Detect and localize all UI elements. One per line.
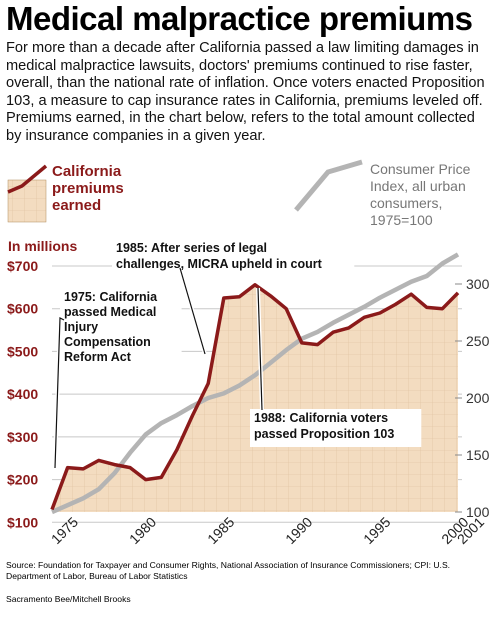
annotation-leader-1985 (179, 267, 206, 355)
legend-premiums: California premiums earned (7, 163, 124, 223)
y-right-tick-4: 300 (466, 276, 490, 292)
legend-premiums-label-2: premiums (52, 180, 124, 197)
annotation-box-1988 (250, 409, 422, 447)
y-left-tick-0: $100 (7, 514, 38, 530)
x-tick-1990: 1990 (282, 514, 315, 547)
annotation-box-1985 (112, 239, 355, 277)
y-left-tick-2: $300 (7, 429, 38, 445)
legend-premiums-label-1: California (52, 163, 122, 180)
credit-line: Sacramento Bee/Mitchell Brooks (6, 594, 131, 604)
legend-cpi-line-icon (294, 159, 363, 212)
y-right-tick-2: 200 (466, 390, 490, 406)
svg-text:consumers,: consumers, (370, 195, 442, 211)
x-tick-1975: 1975 (48, 514, 81, 547)
annotation-text-1975-3: Compensation (64, 335, 151, 349)
annotation-box-1975 (60, 288, 182, 369)
svg-text:California: California (52, 163, 122, 180)
legend-cpi-label-2: Index, all urban (370, 178, 466, 194)
svg-text:earned: earned (52, 197, 101, 214)
y-right-tick-0: 100 (466, 504, 490, 520)
legend-premiums-line-icon (7, 164, 48, 194)
annotation-leader-1988 (257, 287, 263, 411)
legend-premiums-label-3: earned (52, 197, 101, 214)
premiums-area (52, 284, 458, 512)
legend-cpi-label-4: 1975=100 (370, 212, 433, 228)
y-left-tick-4: $500 (7, 343, 38, 359)
source-note: Source: Foundation for Taxpayer and Cons… (6, 560, 451, 581)
y-left-tick-3: $400 (7, 386, 38, 402)
annotation-text-1985-0: 1985: After series of legal (116, 241, 267, 255)
svg-text:premiums: premiums (52, 180, 124, 197)
legend-cpi-label-1: Consumer Price (370, 161, 471, 177)
annotation-text-1988-0: 1988: California voters (254, 411, 388, 425)
y-left-tick-1: $200 (7, 472, 38, 488)
svg-text:Index, all urban: Index, all urban (370, 178, 466, 194)
annotation-1988: 1988: California voters passed Propositio… (250, 287, 422, 447)
annotation-text-1975-1: passed Medical (64, 305, 156, 319)
annotation-text-1985-1: challenges, MICRA upheld in court (116, 257, 323, 271)
svg-text:Consumer Price: Consumer Price (370, 161, 471, 177)
annotation-leader-1975 (54, 317, 65, 469)
chart-title: Medical malpractice premiums (6, 0, 473, 37)
annotation-1985: 1985: After series of legal challenges, M… (112, 239, 355, 355)
premiums-chart: California premiums earned Consumer Pric… (7, 159, 490, 547)
intro-paragraph: For more than a decade after California … (6, 40, 485, 144)
y-left-tick-6: $700 (7, 258, 38, 274)
annotation-text-1975-4: Reform Act (64, 350, 132, 364)
annotation-text-1975-0: 1975: California (64, 290, 158, 304)
y-left-tick-5: $600 (7, 301, 38, 317)
annotation-text-1988-1: passed Proposition 103 (254, 427, 394, 441)
x-tick-1995: 1995 (360, 514, 393, 547)
legend-cpi-label-3: consumers, (370, 195, 442, 211)
legend-premiums-swatch (7, 179, 47, 223)
svg-text:1975=100: 1975=100 (370, 212, 433, 228)
legend-cpi: Consumer Price Index, all urban consumer… (294, 159, 471, 228)
y-left-label: In millions (8, 238, 77, 254)
y-right-tick-3: 250 (466, 333, 490, 349)
y-right-tick-1: 150 (466, 447, 490, 463)
x-tick-1980: 1980 (126, 514, 159, 547)
annotation-text-1975-2: Injury (64, 320, 98, 334)
x-tick-1985: 1985 (204, 514, 237, 547)
